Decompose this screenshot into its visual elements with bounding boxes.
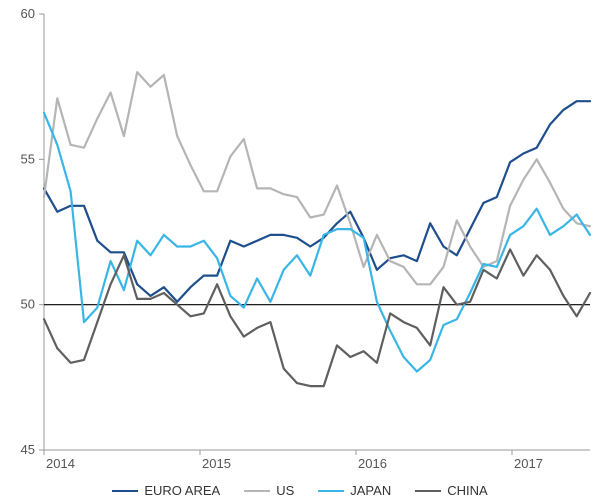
legend-item: US [244,483,294,498]
y-tick-label: 60 [21,6,35,21]
legend-item: EURO AREA [112,483,220,498]
x-tick-label: 2015 [202,456,231,471]
legend-label: EURO AREA [144,483,220,498]
chart-svg: 45 50 55 60 2014 2015 2016 2017 [0,0,600,504]
legend: EURO AREA US JAPAN CHINA [0,483,600,498]
y-tick-label: 55 [21,151,35,166]
x-tick-label: 2017 [514,456,543,471]
legend-label: US [276,483,294,498]
legend-swatch [415,490,441,492]
pmi-line-chart: 45 50 55 60 2014 2015 2016 2017 EURO AREA US JAPA… [0,0,600,504]
legend-item: JAPAN [318,483,391,498]
legend-swatch [112,490,138,492]
x-tick-label: 2014 [46,456,75,471]
legend-item: CHINA [415,483,487,498]
y-tick-label: 45 [21,442,35,457]
legend-label: JAPAN [350,483,391,498]
legend-label: CHINA [447,483,487,498]
legend-swatch [244,490,270,492]
y-tick-label: 50 [21,297,35,312]
legend-swatch [318,490,344,492]
x-tick-label: 2016 [358,456,387,471]
